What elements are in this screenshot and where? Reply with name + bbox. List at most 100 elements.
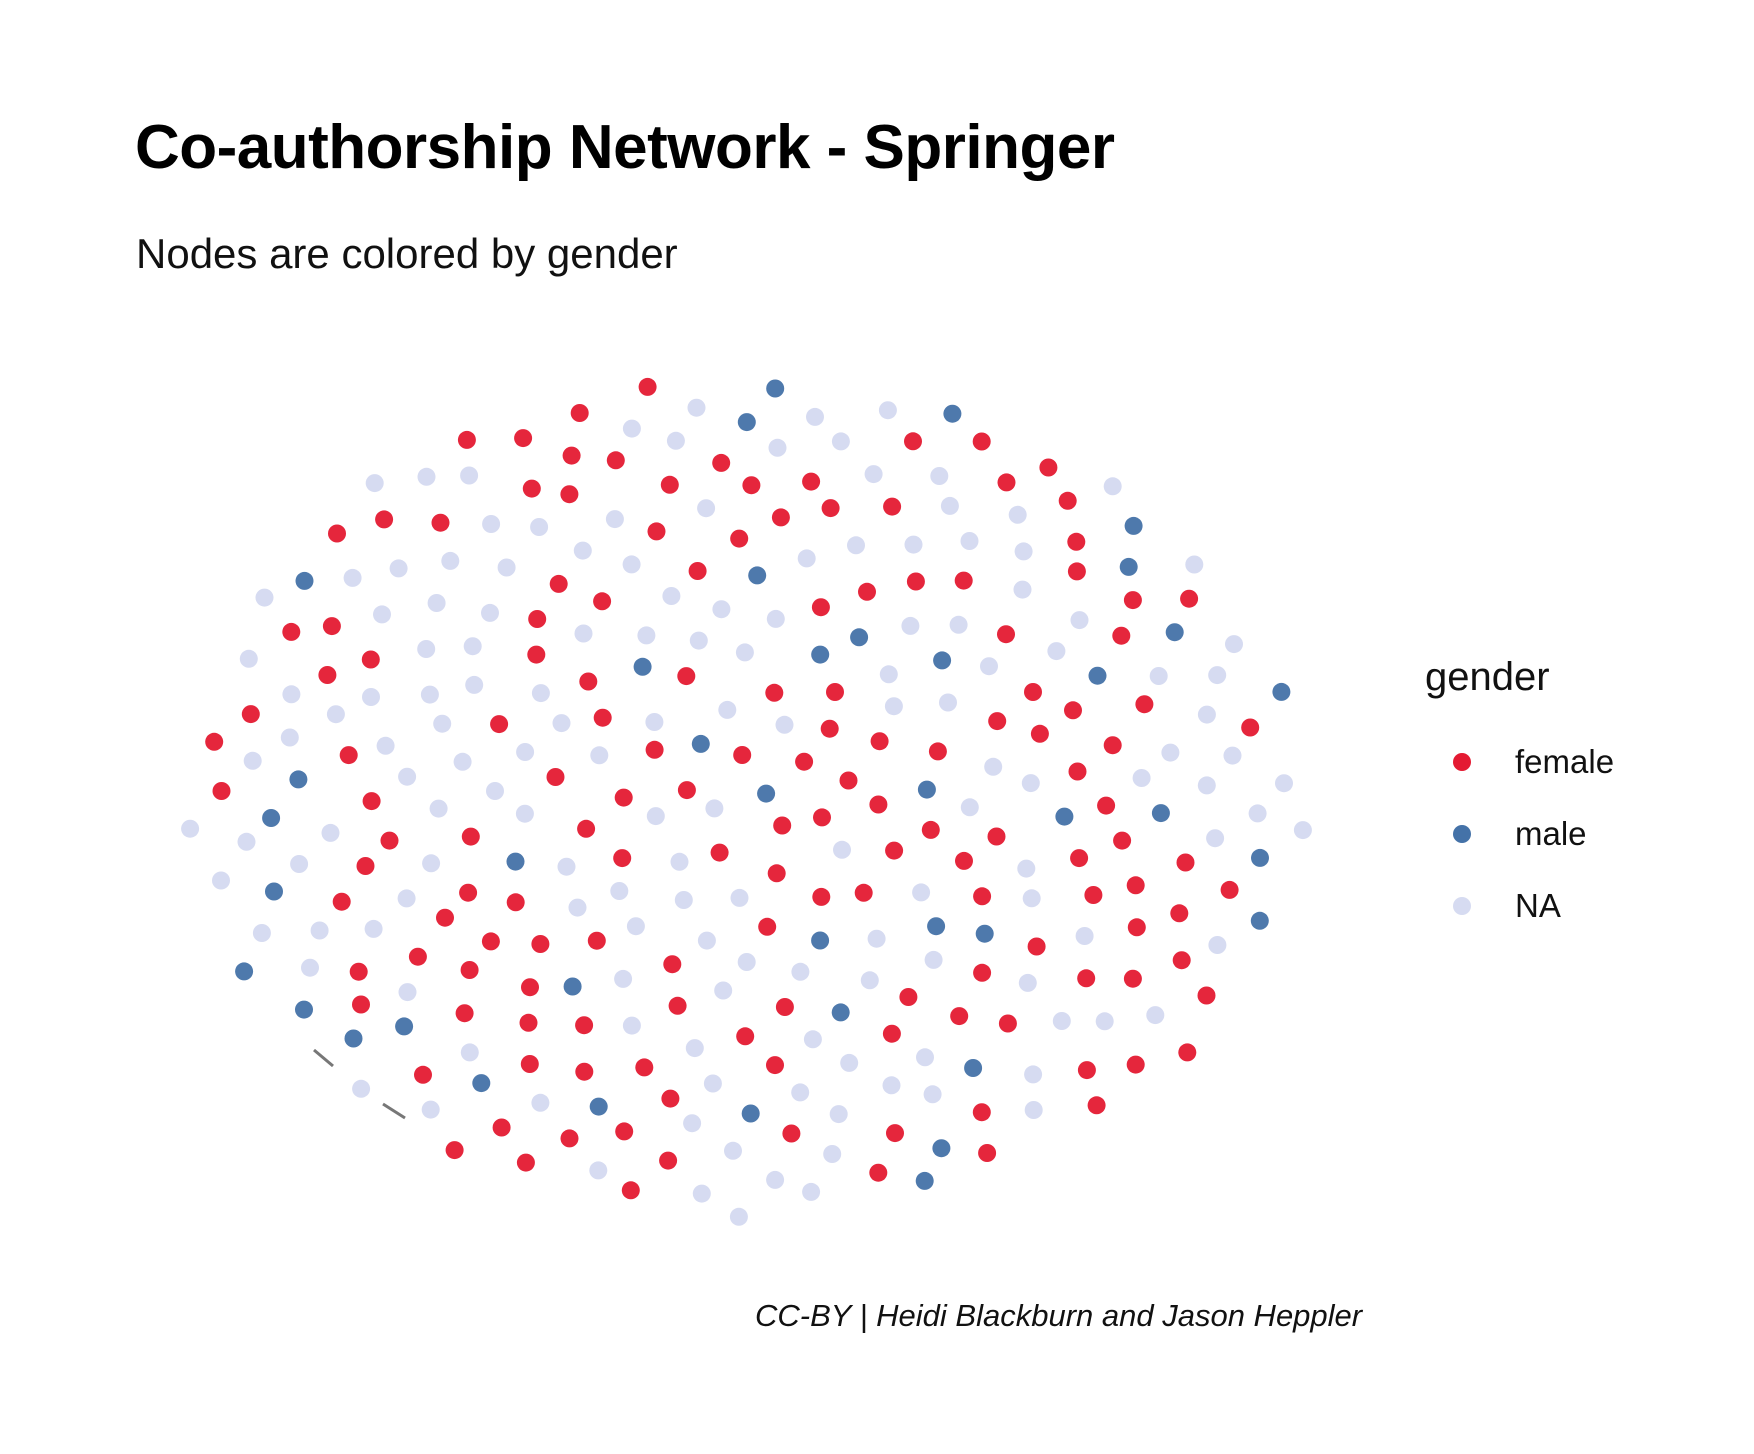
node-female bbox=[869, 1163, 888, 1182]
node-male bbox=[943, 404, 962, 423]
node-na bbox=[930, 467, 949, 485]
node-female bbox=[742, 476, 761, 495]
node-na bbox=[398, 983, 417, 1002]
node-na bbox=[666, 431, 685, 450]
node-na bbox=[421, 1100, 440, 1119]
node-male bbox=[633, 657, 652, 676]
node-female bbox=[1097, 796, 1116, 815]
node-na bbox=[1018, 973, 1037, 992]
node-na bbox=[775, 715, 794, 734]
node-na bbox=[1013, 580, 1032, 599]
node-male bbox=[766, 379, 785, 398]
node-na bbox=[823, 1145, 842, 1163]
node-na bbox=[574, 624, 593, 643]
node-female bbox=[322, 617, 341, 636]
node-na bbox=[622, 419, 641, 438]
node-male bbox=[506, 852, 525, 871]
node-female bbox=[782, 1124, 801, 1143]
node-na bbox=[940, 496, 959, 515]
node-na bbox=[365, 474, 384, 493]
node-na bbox=[960, 532, 979, 550]
node-na bbox=[806, 407, 824, 426]
node-male bbox=[472, 1074, 491, 1093]
node-female bbox=[436, 908, 454, 927]
node-female bbox=[522, 479, 541, 498]
node-na bbox=[427, 594, 446, 612]
node-female bbox=[854, 883, 873, 902]
node-female bbox=[560, 485, 579, 504]
node-na bbox=[829, 1105, 848, 1124]
node-na bbox=[791, 1083, 810, 1102]
node-male bbox=[932, 1139, 951, 1158]
node-na bbox=[878, 401, 897, 420]
node-female bbox=[1024, 683, 1042, 701]
node-na bbox=[486, 782, 504, 800]
node-male bbox=[1251, 848, 1269, 867]
node-female bbox=[1123, 969, 1142, 988]
node-female bbox=[906, 572, 925, 591]
node-female bbox=[1197, 986, 1216, 1005]
node-female bbox=[1220, 880, 1239, 899]
node-na bbox=[362, 688, 380, 706]
node-na bbox=[441, 551, 460, 570]
node-na bbox=[465, 675, 484, 694]
node-na bbox=[530, 518, 549, 536]
node-female bbox=[575, 1016, 594, 1035]
node-female bbox=[677, 781, 696, 800]
node-female bbox=[899, 988, 918, 1006]
legend-swatch-female bbox=[1453, 753, 1471, 771]
node-female bbox=[282, 622, 301, 641]
node-female bbox=[1068, 762, 1087, 781]
node-na bbox=[398, 767, 417, 786]
node-na bbox=[683, 1114, 702, 1133]
node-na bbox=[531, 1093, 550, 1112]
node-na bbox=[531, 684, 550, 703]
legend-label-female: female bbox=[1515, 743, 1615, 780]
node-female bbox=[820, 719, 839, 738]
node-na bbox=[1248, 804, 1267, 823]
node-na bbox=[326, 705, 345, 724]
node-na bbox=[1024, 1101, 1043, 1119]
node-female bbox=[886, 1124, 904, 1143]
node-male bbox=[395, 1017, 414, 1036]
node-female bbox=[455, 1004, 474, 1023]
node-male bbox=[295, 1000, 313, 1019]
node-na bbox=[718, 700, 737, 719]
node-na bbox=[622, 1016, 641, 1035]
node-female bbox=[1070, 849, 1089, 868]
node-male bbox=[737, 413, 756, 432]
node-na bbox=[1017, 859, 1036, 878]
node-female bbox=[1077, 969, 1096, 988]
node-na bbox=[282, 685, 301, 704]
node-female bbox=[813, 808, 831, 827]
node-na bbox=[237, 832, 256, 851]
node-na bbox=[860, 971, 879, 990]
node-female bbox=[528, 610, 547, 628]
node-na bbox=[949, 615, 968, 634]
node-female bbox=[352, 995, 370, 1014]
node-female bbox=[577, 819, 596, 838]
node-male bbox=[1250, 911, 1269, 930]
node-female bbox=[570, 404, 589, 422]
node-na bbox=[481, 603, 499, 622]
node-female bbox=[638, 377, 657, 396]
node-na bbox=[1095, 1012, 1114, 1031]
node-male bbox=[344, 1029, 363, 1048]
node-female bbox=[481, 932, 500, 951]
node-na bbox=[239, 649, 258, 668]
node-male bbox=[741, 1104, 760, 1123]
node-female bbox=[904, 432, 922, 451]
node-na bbox=[290, 855, 309, 873]
node-female bbox=[587, 931, 606, 950]
legend-label-na: NA bbox=[1515, 887, 1561, 924]
node-female bbox=[408, 947, 427, 966]
node-female bbox=[1170, 904, 1189, 923]
node-female bbox=[349, 962, 368, 981]
node-na bbox=[692, 1184, 711, 1203]
node-female bbox=[593, 708, 612, 727]
node-na bbox=[626, 917, 645, 936]
node-female bbox=[997, 473, 1016, 492]
node-na bbox=[697, 499, 716, 518]
node-na bbox=[417, 640, 436, 658]
node-female bbox=[1178, 1043, 1197, 1062]
